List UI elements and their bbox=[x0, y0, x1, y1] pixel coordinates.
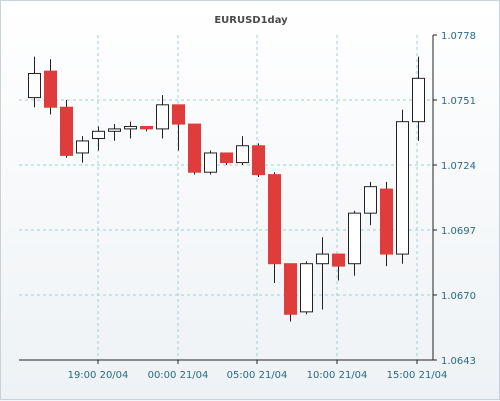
candle-body-up bbox=[92, 130, 105, 140]
grid-layer bbox=[19, 35, 433, 360]
candle-body-down bbox=[140, 125, 153, 130]
candle-body-down bbox=[188, 123, 201, 173]
candle bbox=[268, 172, 281, 283]
candle bbox=[60, 100, 73, 158]
candle-body-up bbox=[412, 77, 425, 123]
x-tick-labels: 19:00 20/04 00:00 21/04 05:00 21/04 10:00 2… bbox=[68, 370, 448, 381]
y-tick-label: 1.0724 bbox=[441, 161, 476, 172]
candle bbox=[172, 104, 185, 151]
candle bbox=[252, 143, 265, 178]
candle-body-up bbox=[108, 128, 121, 132]
x-tick-label: 05:00 21/04 bbox=[227, 370, 288, 381]
candle bbox=[396, 109, 409, 264]
candle bbox=[380, 181, 393, 267]
x-tick-label: 15:00 21/04 bbox=[387, 370, 448, 381]
candle-body-up bbox=[156, 104, 169, 130]
candle bbox=[156, 95, 169, 139]
candle-layer bbox=[28, 56, 425, 322]
candle bbox=[316, 237, 329, 310]
y-tick-label: 1.0751 bbox=[441, 96, 476, 107]
candle-body-down bbox=[380, 188, 393, 255]
candle-body-up bbox=[396, 121, 409, 255]
candle bbox=[236, 136, 249, 165]
candle bbox=[44, 59, 57, 115]
candle-body-down bbox=[284, 263, 297, 315]
candle-body-up bbox=[76, 140, 89, 154]
candle bbox=[300, 261, 313, 315]
y-tick-label: 1.0697 bbox=[441, 226, 476, 237]
candle-body-up bbox=[28, 73, 41, 99]
candle bbox=[140, 125, 153, 132]
candle bbox=[28, 56, 41, 108]
candle-body-up bbox=[236, 145, 249, 164]
x-tick-label: 00:00 21/04 bbox=[148, 370, 209, 381]
chart-title: EURUSD1day bbox=[214, 15, 288, 26]
candle bbox=[412, 56, 425, 141]
candle bbox=[220, 152, 233, 165]
candle bbox=[124, 121, 137, 139]
candle-body-up bbox=[364, 186, 377, 214]
y-tick-label: 1.0670 bbox=[441, 291, 476, 302]
axis-layer bbox=[19, 34, 437, 364]
candle-body-up bbox=[316, 253, 329, 265]
y-tick-label: 1.0778 bbox=[441, 31, 476, 42]
candle-body-down bbox=[172, 104, 185, 125]
candle bbox=[188, 123, 201, 175]
candle-body-down bbox=[44, 70, 57, 108]
candle-body-down bbox=[220, 152, 233, 164]
candle-body-up bbox=[300, 263, 313, 313]
candle bbox=[364, 181, 377, 226]
y-tick-label: 1.0643 bbox=[441, 356, 476, 367]
x-tick-label: 19:00 20/04 bbox=[68, 370, 129, 381]
x-tick-label: 10:00 21/04 bbox=[307, 370, 368, 381]
candle bbox=[348, 210, 361, 276]
candle-body-up bbox=[204, 152, 217, 173]
y-tick-labels: 1.0778 1.0751 1.0724 1.0697 1.0670 1.0643 bbox=[441, 31, 476, 367]
candle-body-down bbox=[60, 106, 73, 156]
candle-body-up bbox=[348, 212, 361, 265]
candle bbox=[76, 136, 89, 163]
candle bbox=[284, 263, 297, 322]
candle bbox=[332, 253, 345, 281]
candle-body-up bbox=[124, 125, 137, 130]
candle bbox=[204, 150, 217, 175]
candle bbox=[108, 124, 121, 141]
candle-body-down bbox=[332, 253, 345, 267]
candle-body-down bbox=[252, 145, 265, 176]
candle-body-down bbox=[268, 174, 281, 265]
candle bbox=[92, 126, 105, 151]
